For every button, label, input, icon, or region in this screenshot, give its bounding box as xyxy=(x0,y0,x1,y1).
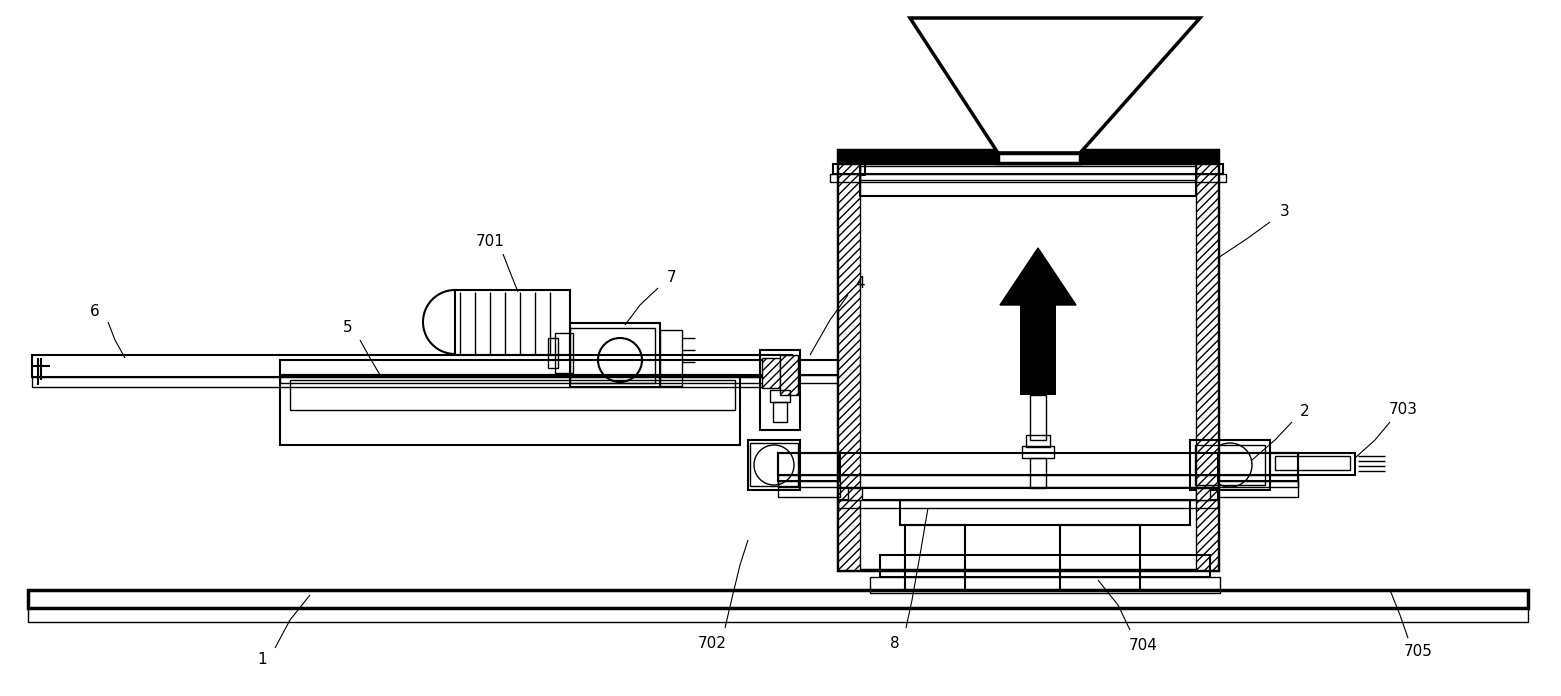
Bar xyxy=(834,164,1222,174)
Bar xyxy=(762,358,780,388)
Text: 5: 5 xyxy=(343,320,353,335)
Text: 701: 701 xyxy=(476,235,504,249)
Text: 7: 7 xyxy=(667,269,677,285)
Bar xyxy=(848,488,862,500)
Bar xyxy=(28,590,1528,608)
Bar xyxy=(749,443,798,486)
Bar xyxy=(838,150,1218,570)
Bar xyxy=(860,164,1196,196)
Bar xyxy=(31,377,791,387)
Bar xyxy=(1189,440,1271,490)
Bar xyxy=(880,555,1210,577)
Bar xyxy=(1275,456,1350,470)
Bar xyxy=(1196,445,1264,485)
Bar xyxy=(279,360,840,375)
Text: 704: 704 xyxy=(1129,638,1157,653)
Text: 1: 1 xyxy=(258,653,267,667)
Text: 703: 703 xyxy=(1388,402,1417,418)
Bar xyxy=(570,328,656,383)
Bar xyxy=(997,153,1080,163)
Bar xyxy=(1218,481,1299,497)
Bar xyxy=(279,375,740,445)
Bar xyxy=(290,380,735,410)
Text: 3: 3 xyxy=(1280,205,1289,219)
Bar xyxy=(838,500,1218,508)
Bar xyxy=(1030,458,1046,488)
Text: 8: 8 xyxy=(890,635,899,651)
Bar xyxy=(780,355,798,395)
Bar xyxy=(1019,305,1055,395)
Bar xyxy=(777,481,840,497)
Text: 2: 2 xyxy=(1300,404,1310,420)
Bar xyxy=(838,150,1218,164)
Bar xyxy=(748,440,799,490)
Bar xyxy=(777,453,1299,475)
Bar xyxy=(556,333,573,373)
Text: 6: 6 xyxy=(91,305,100,319)
Bar xyxy=(660,330,682,386)
Bar xyxy=(901,500,1189,525)
Bar xyxy=(1060,525,1140,590)
Bar xyxy=(830,174,1225,182)
Bar xyxy=(838,150,1218,164)
Bar xyxy=(28,608,1528,622)
Bar xyxy=(454,290,570,355)
Bar xyxy=(760,350,799,430)
Bar xyxy=(838,488,1218,500)
Bar xyxy=(777,453,840,481)
Polygon shape xyxy=(1001,248,1076,305)
Bar xyxy=(1218,453,1299,481)
Bar xyxy=(860,166,1196,180)
Text: 4: 4 xyxy=(855,276,865,292)
Bar xyxy=(869,577,1221,593)
Polygon shape xyxy=(910,18,1200,153)
Bar xyxy=(570,323,660,387)
Bar xyxy=(1030,395,1046,440)
Bar xyxy=(279,375,840,383)
Bar xyxy=(773,402,787,422)
Bar xyxy=(1022,446,1054,458)
Bar xyxy=(838,150,860,570)
Bar xyxy=(777,475,1299,487)
Bar xyxy=(770,390,790,402)
Bar xyxy=(31,355,791,377)
Text: 702: 702 xyxy=(698,635,726,651)
Bar xyxy=(1196,150,1218,570)
Bar xyxy=(1271,453,1355,475)
Bar xyxy=(1026,435,1051,447)
Bar xyxy=(905,525,965,590)
Bar xyxy=(1196,488,1210,500)
Text: 705: 705 xyxy=(1403,644,1433,660)
Bar xyxy=(548,338,557,368)
